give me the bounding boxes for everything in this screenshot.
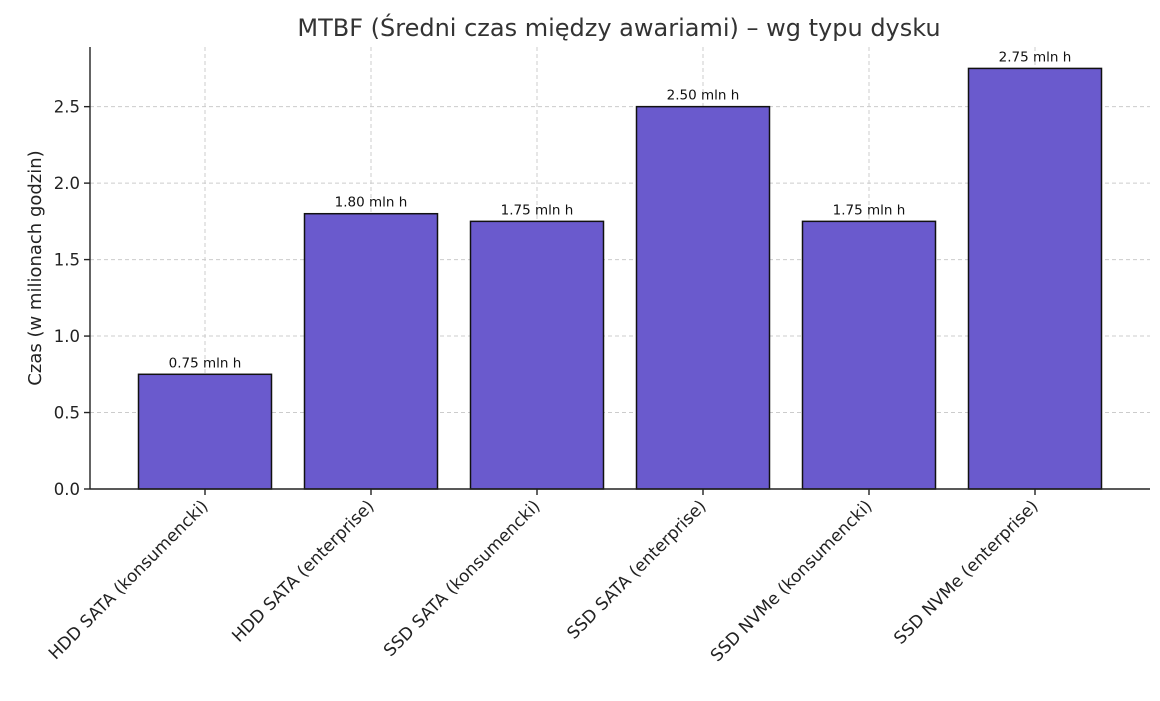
bar [967, 67, 1103, 490]
data-label: 1.75 mln h [833, 202, 906, 218]
x-tick-label: SSD SATA (konsumencki) [380, 496, 544, 660]
y-tick-label: 1.0 [54, 327, 80, 346]
data-label: 1.75 mln h [501, 202, 574, 218]
bar [635, 105, 771, 490]
y-tick-label: 1.5 [54, 251, 80, 270]
x-tick-label: HDD SATA (enterprise) [228, 496, 378, 646]
x-tick-label: HDD SATA (konsumencki) [45, 496, 213, 664]
y-tick-label: 2.0 [54, 174, 80, 193]
x-tick-label: SSD SATA (enterprise) [563, 496, 710, 643]
x-tick-label: SSD NVMe (konsumencki) [707, 496, 877, 666]
bar [469, 220, 605, 490]
data-label: 1.80 mln h [335, 195, 408, 211]
y-tick-label: 0.0 [54, 480, 80, 499]
axis-layer [84, 47, 1150, 495]
y-axis-label: Czas (w milionach godzin) [25, 150, 46, 385]
x-tick-label: SSD NVMe (enterprise) [890, 496, 1042, 648]
data-label: 0.75 mln h [169, 355, 242, 371]
bar [801, 220, 937, 490]
bar [303, 212, 439, 490]
y-tick-label: 2.5 [54, 98, 80, 117]
chart-title: MTBF (Średni czas między awariami) – wg … [297, 12, 940, 42]
bar [137, 373, 273, 490]
y-tick-label: 0.5 [54, 404, 80, 423]
data-label: 2.50 mln h [667, 88, 740, 104]
bars-layer [137, 67, 1103, 490]
data-label: 2.75 mln h [999, 49, 1072, 65]
